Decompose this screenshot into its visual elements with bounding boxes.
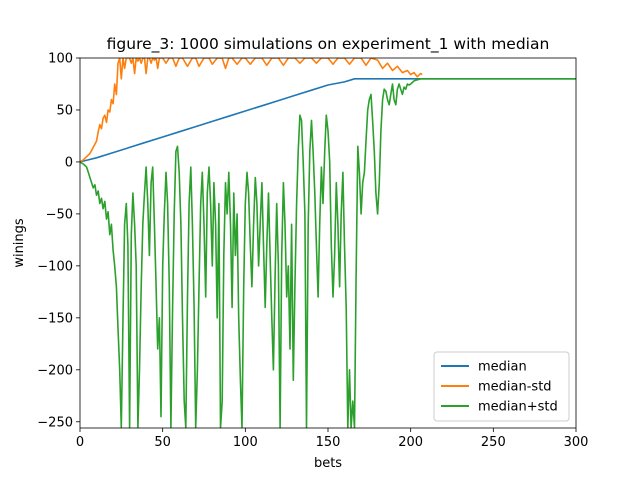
x-tick-label: 300 bbox=[564, 435, 589, 450]
x-tick-label: 150 bbox=[316, 435, 341, 450]
series-line-median-std bbox=[80, 58, 423, 163]
y-tick-label: 0 bbox=[65, 155, 73, 170]
y-axis-label: winings bbox=[12, 218, 27, 268]
y-tick-label: −50 bbox=[46, 207, 73, 222]
y-tick-label: −150 bbox=[37, 311, 73, 326]
x-axis-ticks: 0 50 100 150 200 250 300 bbox=[76, 428, 589, 450]
series-line-median bbox=[80, 78, 576, 163]
y-tick-label: −250 bbox=[37, 415, 73, 430]
legend-label-median-plus-std: median+std bbox=[478, 400, 558, 415]
legend-label-median: median bbox=[478, 360, 527, 375]
y-tick-label: −100 bbox=[37, 259, 73, 274]
x-tick-label: 0 bbox=[76, 435, 84, 450]
legend-box bbox=[433, 351, 570, 422]
x-axis-label: bets bbox=[314, 456, 342, 471]
x-tick-label: 250 bbox=[481, 435, 506, 450]
chart-title: figure_3: 1000 simulations on experiment… bbox=[107, 35, 550, 54]
x-tick-label: 50 bbox=[154, 435, 171, 450]
y-tick-label: 50 bbox=[56, 103, 73, 118]
legend: median median-std median+std bbox=[433, 351, 570, 422]
x-tick-label: 200 bbox=[398, 435, 423, 450]
y-tick-label: 100 bbox=[48, 52, 73, 67]
series-layer bbox=[80, 58, 576, 428]
legend-label-median-std: median-std bbox=[478, 380, 552, 395]
y-axis-ticks: −250 −200 −150 −100 −50 0 50 100 bbox=[37, 52, 80, 430]
x-tick-label: 100 bbox=[233, 435, 258, 450]
y-tick-label: −200 bbox=[37, 363, 73, 378]
series-line-median-plus-std bbox=[80, 78, 576, 428]
